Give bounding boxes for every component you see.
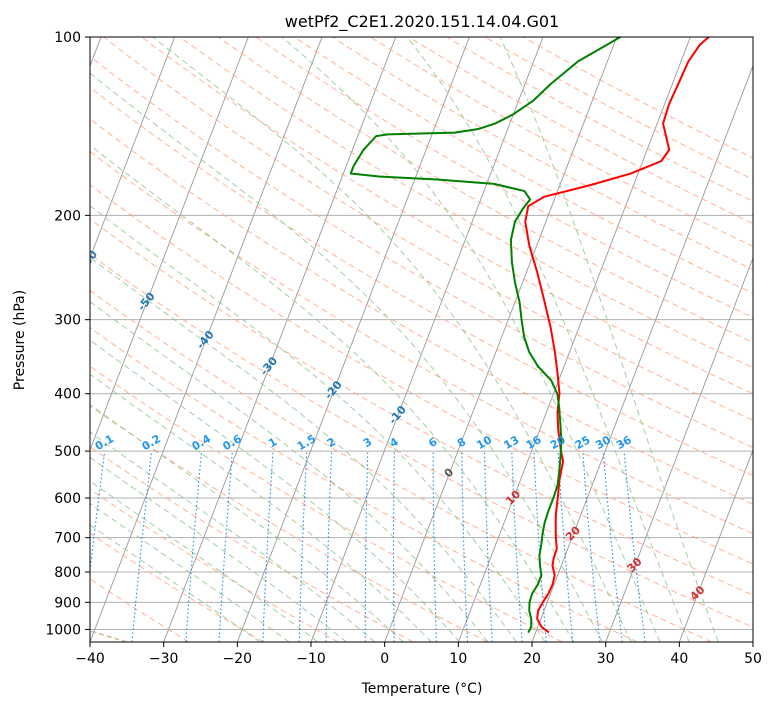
moist-adiabat-line [152,37,632,642]
mixing-ratio-line [582,451,601,642]
moist-adiabat-line [90,301,489,642]
moist-adiabat-line [90,205,546,642]
dry-adiabat-line [90,118,753,505]
dry-adiabats [90,37,753,642]
y-tick-label: 100 [54,30,81,46]
dry-adiabat-line [179,37,753,369]
moist-adiabat-line [90,373,432,642]
mixing-ratio-line [602,451,623,642]
x-tick-label: 10 [449,651,467,667]
isotherm-line [384,37,618,642]
mixing-ratio-line [90,451,106,576]
x-tick-label: 50 [744,651,762,667]
mixing-ratio-line [557,451,574,642]
dry-adiabat-line [90,289,712,642]
moist-adiabat-line [90,480,319,642]
sounding-profiles [349,37,710,634]
chart-title: wetPf2_C2E1.2020.151.14.04.G01 [285,12,559,32]
dry-adiabat-line [217,37,753,343]
dry-adiabat-line [103,37,753,421]
dry-adiabat-line [90,184,753,565]
x-tick-label: 20 [523,651,541,667]
moist-adiabat-line [90,403,404,642]
y-tick-label: 600 [54,491,81,507]
plot-area: -100-90-80-70-60-50-40-30-20-100.10.20.4… [77,37,753,642]
dewpoint-profile-line [349,37,621,633]
temperature-profile-line [524,37,710,634]
moist-adiabat-line [90,72,603,642]
y-tick-label: 200 [54,208,81,224]
dry-adiabat-line [90,532,264,642]
isotherm-line [457,37,691,642]
moist-adiabat-line [90,524,261,642]
dry-adiabat-line [90,327,638,642]
x-tick-label: −20 [223,651,253,667]
isotherm-label: -60 [77,248,100,272]
x-tick-label: −10 [296,651,326,667]
mixing-ratio-lines [90,451,646,642]
x-tick-label: 0 [380,651,389,667]
y-tick-label: 800 [54,565,81,581]
dry-adiabat-line [90,55,753,449]
moist-adiabat-line [281,37,661,642]
y-tick-label: 400 [54,387,81,403]
x-tick-label: −30 [149,651,179,667]
mixing-ratio-line [623,451,646,642]
isotherm-line [531,64,753,642]
isotherm-line [90,37,176,260]
moist-adiabats [90,37,719,642]
y-tick-label: 900 [54,595,81,611]
x-tick-label: 40 [670,651,688,667]
dry-adiabat-line [90,446,414,642]
y-tick-label: 500 [54,444,81,460]
dry-adiabat-line [90,86,753,477]
y-axis-label: Pressure (hPa) [12,290,28,390]
moist-adiabat-line [406,37,690,642]
isotherm-line [90,37,323,642]
moist-adiabat-line [90,502,290,642]
isotherm-line [90,37,249,452]
y-axis-ticks: 100 200 300 400 500 600 700 800 900 1000 [45,30,90,638]
x-tick-label: −40 [75,651,105,667]
x-axis-label: Temperature (°C) [361,681,483,697]
mixing-ratio-line [131,451,153,642]
y-tick-label: 300 [54,313,81,329]
isotherm-line [605,256,753,642]
isotherm-line [678,448,753,642]
y-tick-label: 700 [54,531,81,547]
x-tick-label: 30 [597,651,615,667]
moist-adiabat-line [90,256,517,642]
plot-frame [89,36,754,643]
isotherm-line [236,37,470,642]
moist-adiabat-line [499,37,719,642]
dry-adiabat-line [141,37,753,395]
y-tick-label: 1000 [45,622,81,638]
moist-adiabat-line [90,144,575,642]
moist-adiabat-line [90,456,347,642]
mixing-ratio-line [185,451,203,642]
isotherm-line [163,37,397,642]
x-axis-ticks: −40 −30 −20 −10 0 10 20 30 40 50 [75,642,762,667]
